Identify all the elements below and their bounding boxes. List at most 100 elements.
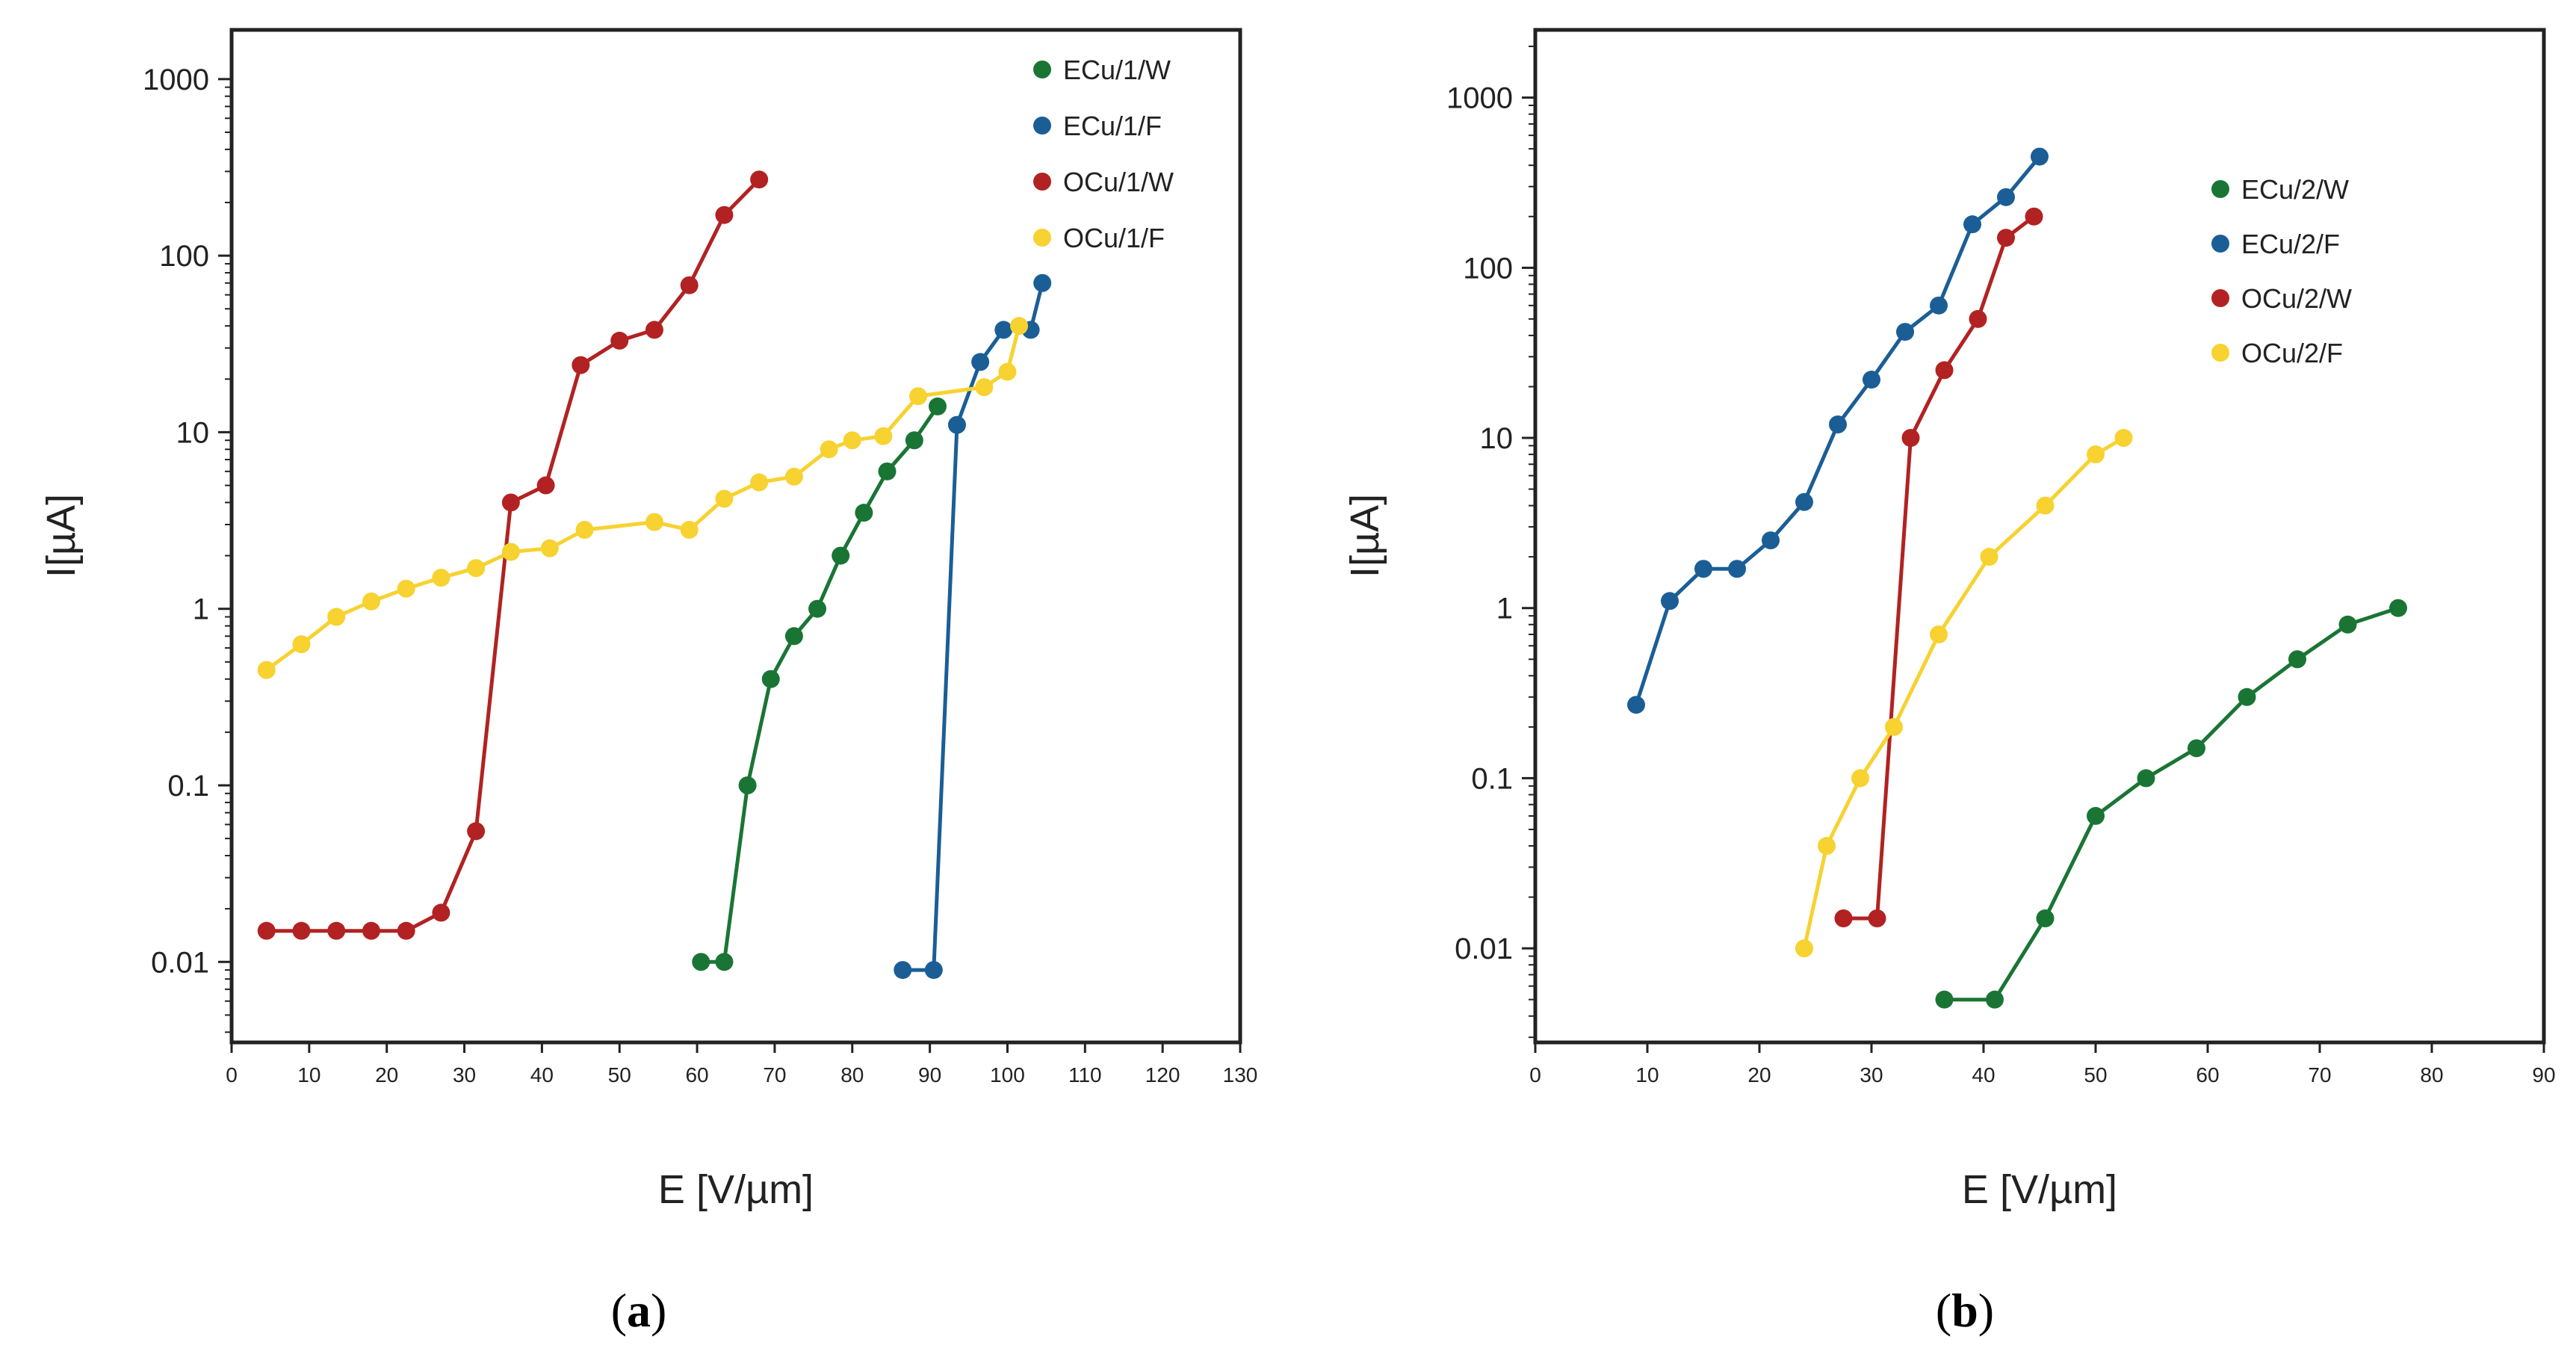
panel-letter: a: [627, 1284, 651, 1337]
x-tick-label: 50: [608, 1063, 631, 1087]
data-point-ecu-2-w: [1986, 990, 2004, 1009]
data-point-ocu-2-w: [1901, 429, 1920, 448]
data-point-ocu-1-f: [680, 521, 699, 540]
series-ecu-2-f: [1627, 147, 2049, 714]
data-point-ocu-2-w: [2025, 207, 2043, 226]
legend: ECu/1/W ECu/1/F OCu/1/W OCu/1/F: [1033, 55, 1174, 253]
data-point-ecu-1-w: [738, 776, 757, 794]
legend-marker: [2211, 344, 2229, 362]
data-point-ocu-1-w: [257, 921, 276, 940]
data-point-ecu-1-w: [929, 397, 947, 415]
data-point-ocu-2-w: [1969, 309, 1987, 328]
data-point-ocu-1-w: [572, 356, 590, 374]
data-point-ocu-1-f: [645, 513, 663, 531]
data-point-ocu-1-f: [540, 539, 559, 557]
data-point-ocu-2-f: [2114, 429, 2133, 448]
data-point-ocu-1-w: [397, 921, 415, 940]
legend-item-ocu-2-f: OCu/2/F: [2211, 338, 2343, 368]
y-tick-label: 1000: [1446, 82, 1513, 115]
data-point-ecu-1-f: [947, 415, 966, 434]
y-axis-label: I[µA]: [1343, 494, 1387, 578]
legend-marker: [1033, 117, 1051, 135]
data-point-ocu-1-f: [784, 467, 803, 486]
x-tick-label: 20: [375, 1063, 398, 1087]
legend-item-ocu-1-f: OCu/1/F: [1033, 223, 1165, 253]
data-point-ocu-1-f: [874, 427, 893, 445]
data-point-ecu-2-f: [1762, 531, 1780, 550]
y-tick-label: 1000: [143, 64, 209, 96]
data-point-ocu-1-f: [397, 579, 415, 598]
legend-marker: [2211, 180, 2229, 198]
x-tick-label: 0: [226, 1063, 238, 1087]
data-point-ecu-1-w: [832, 546, 850, 565]
x-tick-label: 40: [1972, 1063, 1995, 1087]
data-point-ecu-1-w: [905, 431, 923, 450]
panel-a: 0 10 20 30 40 50 60 70 80 90 100 110 120 130 0.010.11…: [39, 28, 1258, 1337]
data-point-ocu-1-w: [680, 276, 699, 294]
y-tick-label: 10: [176, 416, 210, 449]
data-point-ecu-2-w: [2137, 769, 2155, 788]
data-point-ecu-2-f: [1963, 215, 1981, 234]
legend-item-ecu-1-w: ECu/1/W: [1033, 55, 1171, 85]
data-point-ecu-2-w: [2036, 909, 2055, 928]
data-point-ocu-1-f: [432, 569, 451, 587]
legend-label: OCu/2/W: [2241, 283, 2352, 314]
data-point-ocu-1-f: [501, 543, 520, 561]
data-point-ocu-2-f: [1818, 837, 1836, 856]
data-point-ecu-2-w: [2087, 806, 2105, 825]
x-tick-label: 10: [1635, 1063, 1659, 1087]
data-point-ocu-1-f: [998, 362, 1017, 381]
y-tick-label: 1: [1496, 593, 1513, 625]
data-point-ecu-1-w: [761, 670, 780, 688]
series-layer: [257, 170, 1052, 980]
x-tick-label: 90: [2532, 1063, 2555, 1087]
data-point-ecu-2-w: [2389, 599, 2407, 617]
legend-label: ECu/1/F: [1063, 111, 1162, 141]
data-point-ecu-1-f: [971, 353, 990, 371]
data-point-ecu-1-f: [894, 961, 912, 980]
legend-marker: [2211, 235, 2229, 253]
series-ecu-2-w: [1935, 599, 2407, 1009]
y-tick-label: 0.01: [151, 946, 209, 979]
x-tick-label: 110: [1068, 1063, 1102, 1087]
series-ocu-2-w: [1834, 207, 2043, 928]
legend: ECu/2/W ECu/2/F OCu/2/W OCu/2/F: [2211, 174, 2352, 368]
data-point-ecu-2-f: [1661, 592, 1679, 611]
x-tick-label: 50: [2084, 1063, 2107, 1087]
data-point-ecu-2-w: [2238, 687, 2256, 706]
data-point-ecu-1-w: [784, 627, 803, 646]
x-tick-label: 80: [2420, 1063, 2443, 1087]
y-tick-label: 100: [1463, 252, 1513, 285]
data-point-ecu-2-f: [1627, 696, 1645, 714]
panel-letter: b: [1951, 1284, 1978, 1337]
data-point-ocu-1-f: [257, 661, 276, 679]
data-point-ecu-2-f: [1930, 296, 1948, 315]
data-point-ocu-1-w: [715, 205, 734, 224]
y-tick-label: 0.1: [167, 770, 209, 803]
x-tick-label: 100: [990, 1063, 1025, 1087]
panel-caption: (b): [1936, 1284, 1994, 1337]
data-point-ecu-2-w: [1935, 990, 1954, 1009]
data-point-ecu-2-w: [2338, 615, 2357, 634]
y-ticks: 0.01 0.1 1 10 100 1000: [1446, 46, 1535, 1039]
series-layer: [1627, 147, 2407, 1009]
legend-label: ECu/2/W: [2241, 174, 2349, 205]
y-tick-label: 0.1: [1471, 762, 1513, 795]
data-point-ecu-1-f: [994, 321, 1013, 339]
x-tick-label: 60: [2196, 1063, 2219, 1087]
data-point-ocu-1-f: [362, 592, 380, 611]
data-point-ocu-1-f: [843, 431, 861, 450]
x-ticks: 0 10 20 30 40 50 60 70 80 90: [1529, 1042, 2556, 1087]
x-tick-label: 130: [1223, 1063, 1258, 1087]
data-point-ocu-1-w: [610, 331, 629, 350]
data-point-ocu-2-w: [1935, 361, 1954, 380]
series-ocu-2-f: [1795, 429, 2133, 958]
legend-item-ecu-2-w: ECu/2/W: [2211, 174, 2349, 205]
legend-label: OCu/1/F: [1063, 223, 1165, 253]
data-point-ocu-1-w: [645, 321, 663, 339]
plot-area-frame: [1533, 28, 2546, 1045]
legend-item-ocu-1-w: OCu/1/W: [1033, 167, 1174, 197]
series-ecu-1-f: [894, 273, 1052, 980]
data-point-ecu-2-f: [1997, 188, 2015, 206]
data-point-ecu-1-w: [692, 953, 710, 971]
